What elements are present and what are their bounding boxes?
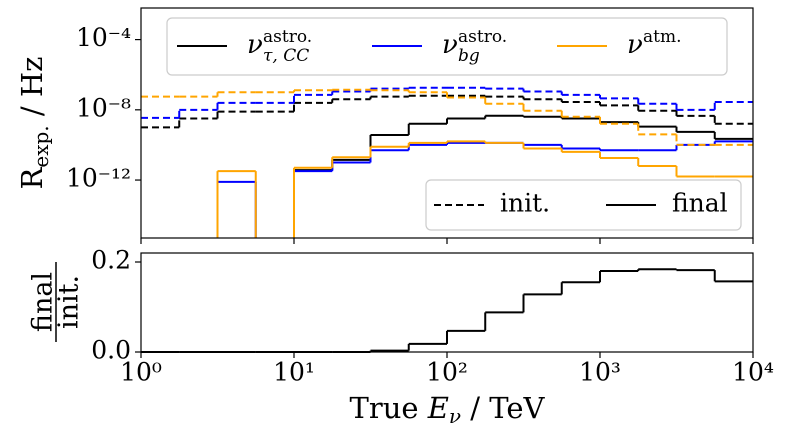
y-tick-label: 10⁻⁸ (76, 93, 131, 122)
legend-nu: ν (442, 30, 458, 60)
x-tick-label: 10⁴ (732, 358, 774, 387)
legend-sup: astro. (458, 27, 507, 47)
y-tick-label: 10⁻¹² (66, 164, 131, 193)
y-label-rest: / Hz (15, 57, 49, 126)
legend-sub: τ, CC (263, 46, 309, 66)
plot-frame (140, 7, 754, 239)
y-tick-label: 10⁻⁴ (76, 23, 131, 52)
x-tick-label: 10¹ (273, 358, 315, 387)
x-label-var: E (427, 391, 449, 425)
y-tick-label: 0.0 (91, 336, 131, 365)
x-tick-label: 10⁰ (120, 358, 162, 387)
legend-label: νastro. τ, CC (247, 27, 312, 66)
plot-frame (140, 252, 754, 353)
ratio-numerator: final (28, 272, 59, 332)
x-tick-label: 10² (426, 358, 468, 387)
legend-box (425, 179, 742, 231)
y-label-main: R (15, 166, 49, 189)
y-label-sub: exp. (29, 125, 53, 167)
x-label-rest: / TeV (461, 391, 545, 425)
legend-label: νastro. bg (442, 27, 507, 66)
x-tick-label: 10³ (579, 358, 621, 387)
y-tick-label: 0.2 (91, 246, 131, 275)
y-axis-label: Rexp. / Hz (15, 57, 53, 190)
ratio-denominator: init. (54, 275, 85, 329)
legend-sub: bg (458, 46, 480, 66)
legend-box (166, 17, 728, 76)
legend-nu: ν (247, 30, 263, 60)
legend-label: νatm. (627, 27, 682, 61)
x-label-sub: ν (449, 404, 461, 428)
x-label-main: True (349, 391, 427, 425)
x-axis-label: True Eν / TeV (349, 391, 545, 428)
legend-nu: ν (627, 30, 643, 60)
legend-label: init. (500, 189, 550, 218)
legend-sup: astro. (263, 27, 312, 47)
legend-label: final (672, 189, 728, 218)
legend-sup: atm. (643, 27, 682, 47)
